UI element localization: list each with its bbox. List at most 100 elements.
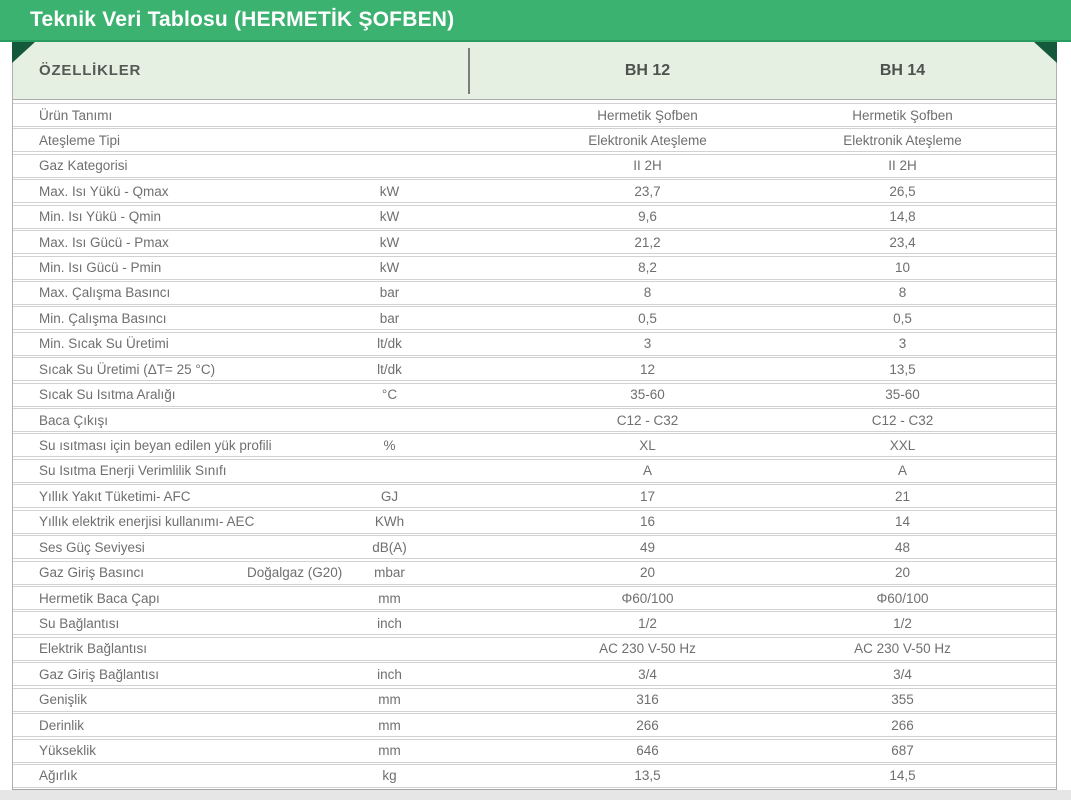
bh14-value-cell: 13,5 [889,361,916,377]
feature-label: Max. Isı Gücü - Pmax [39,234,169,250]
bh12-value-cell: 3/4 [638,666,657,682]
unit-cell: % [383,437,396,453]
table-row: Sıcak Su Üretimi (ΔT= 25 °C) lt/dk 12 13,5 [13,357,1056,382]
feature-label: Sıcak Su Isıtma Aralığı [39,387,176,403]
unit-cell: mm [378,743,401,759]
bh14-value-cell: A [897,463,907,479]
table-row: Min. Çalışma Basıncı bar 0,5 0,5 [13,306,1056,331]
feature-label: Ürün Tanımı [39,107,113,123]
unit-cell: bar [379,310,400,326]
bh12-value-cell: Hermetik Şofben [597,107,698,123]
feature-label: Elektrik Bağlantısı [39,641,148,657]
bh14-value-cell: 48 [894,539,911,555]
column-header-bh14: BH 14 [879,61,926,79]
table-row: Min. Sıcak Su Üretimi lt/dk 3 3 [13,331,1056,356]
unit-cell: kW [379,183,400,199]
table-row: Derinlik mm 266 266 [13,713,1056,738]
bh12-value-cell: 16 [639,514,656,530]
table-row: Yükseklik mm 646 687 [13,738,1056,763]
feature-label: Min. Sıcak Su Üretimi [39,336,169,352]
bh12-value-cell: 646 [636,743,659,759]
bh14-value-cell: 20 [894,565,911,581]
feature-label: Baca Çıkışı [39,412,109,428]
bh14-value-cell: 14 [894,514,911,530]
table-row: Gaz Kategorisi II 2H II 2H [13,153,1056,178]
unit-cell: mm [378,717,401,733]
unit-cell: mbar [374,565,405,581]
feature-label: Su Isıtma Enerji Verimlilik Sınıfı [39,463,227,479]
table-row: Hermetik Baca Çapı mm Φ60/100 Φ60/100 [13,586,1056,611]
bh12-value-cell: 9,6 [638,209,657,225]
table-row: Su ısıtması için beyan edilen yük profil… [13,433,1056,458]
bh12-value-cell: 12 [639,361,656,377]
bh14-value-cell: XXL [889,437,916,453]
table-row: Ateşleme Tipi Elektronik Ateşleme Elektron… [13,128,1056,153]
feature-label: Ateşleme Tipi [39,132,121,148]
bh14-value-cell: 10 [894,260,911,276]
bh12-value-cell: II 2H [633,158,662,174]
unit-cell: kW [379,209,400,225]
bh14-value-cell: 35-60 [885,387,920,403]
table-row: Yıllık Yakıt Tüketimi- AFC GJ 17 21 [13,484,1056,509]
feature-label: Hermetik Baca Çapı [39,590,160,606]
bh12-value-cell: 23,7 [634,183,661,199]
unit-cell: mm [378,590,401,606]
feature-label: Ağırlık [39,768,78,784]
table-row: Su Isıtma Enerji Verimlilik Sınıfı A A [13,458,1056,483]
unit-cell: bar [379,285,400,301]
table-row: Sıcak Su Isıtma Aralığı °C 35-60 35-60 [13,382,1056,407]
table-row: Min. Isı Yükü - Qmin kW 9,6 14,8 [13,204,1056,229]
feature-label: Min. Çalışma Basıncı [39,310,167,326]
table-row: Su Bağlantısı inch 1/2 1/2 [13,611,1056,636]
bh12-value-cell: XL [639,437,656,453]
bh12-value-cell: Φ60/100 [621,590,674,606]
feature-label: Gaz Giriş Basıncı [39,565,145,581]
unit-cell: inch [377,666,402,682]
bh14-value-cell: 687 [891,743,914,759]
feature-label: Yükseklik [39,743,97,759]
bh12-value-cell: 8,2 [638,260,657,276]
unit-cell: KWh [374,514,405,530]
bh12-value-cell: AC 230 V-50 Hz [599,641,696,657]
bh12-value-cell: 13,5 [634,768,661,784]
table-row: Max. Isı Yükü - Qmax kW 23,7 26,5 [13,179,1056,204]
bh14-value-cell: Elektronik Ateşleme [843,132,962,148]
page-bottom-edge [0,790,1071,800]
bh14-value-cell: II 2H [888,158,917,174]
bh14-value-cell: 1/2 [893,615,912,631]
features-column-header: ÖZELLİKLER [39,62,142,79]
feature-label: Yıllık Yakıt Tüketimi- AFC [39,488,191,504]
bh12-value-cell: A [642,463,652,479]
bh14-value-cell: 355 [891,692,914,708]
bh14-value-cell: 23,4 [889,234,916,250]
bh14-value-cell: 14,5 [889,768,916,784]
column-header-bh12: BH 12 [624,61,671,79]
feature-label: Genişlik [39,692,88,708]
feature-label: Derinlik [39,717,85,733]
bh12-value-cell: 20 [639,565,656,581]
bh12-value-cell: 49 [639,539,656,555]
bh14-value-cell: AC 230 V-50 Hz [854,641,951,657]
table-row: Ağırlık kg 13,5 14,5 [13,763,1056,788]
feature-sub-label: Doğalgaz (G20) [247,565,343,581]
header-divider [468,48,470,94]
bh12-value-cell: 21,2 [634,234,661,250]
table-row: Max. Çalışma Basıncı bar 8 8 [13,280,1056,305]
feature-label: Min. Isı Yükü - Qmin [39,209,162,225]
bh12-value-cell: 266 [636,717,659,733]
bh12-value-cell: 8 [643,285,652,301]
unit-cell: °C [381,387,398,403]
bh14-value-cell: 21 [894,488,911,504]
table-row: Elektrik Bağlantısı AC 230 V-50 Hz AC 230 … [13,636,1056,661]
bh14-value-cell: 3/4 [893,666,912,682]
feature-label: Max. Çalışma Basıncı [39,285,171,301]
table-row: Yıllık elektrik enerjisi kullanımı- AEC K… [13,509,1056,534]
bh12-value-cell: 0,5 [638,310,657,326]
feature-label: Sıcak Su Üretimi (ΔT= 25 °C) [39,361,216,377]
unit-cell: inch [377,615,402,631]
table-row: Min. Isı Gücü - Pmin kW 8,2 10 [13,255,1056,280]
unit-cell: lt/dk [377,336,402,352]
unit-cell: lt/dk [377,361,402,377]
table-row: Gaz Giriş Bağlantısı inch 3/4 3/4 [13,662,1056,687]
bh12-value-cell: 3 [643,336,652,352]
